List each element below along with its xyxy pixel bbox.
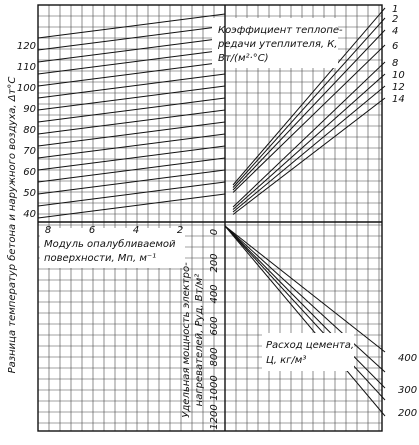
nomogram-line <box>232 44 386 193</box>
axis-label: Коэффициент теплопе- <box>218 25 343 36</box>
tick-label: 100 <box>17 83 36 94</box>
tick-label: 300 <box>398 385 417 396</box>
axis-label: редачи утеплителя, К, <box>217 39 337 50</box>
nomogram-line <box>232 73 386 210</box>
nomogram-line <box>232 17 386 188</box>
axis-label: Удельная мощность электро- <box>181 262 192 418</box>
tick-label: 0 <box>209 229 220 235</box>
nomogram-line <box>224 225 386 401</box>
axis-label: поверхности, Мп, м⁻¹ <box>44 253 156 264</box>
axis-label: Расход цемента, <box>266 340 354 351</box>
axis-label: нагревателей, Руд, Вт/м² <box>194 274 205 407</box>
tick-label: 60 <box>23 167 36 178</box>
frame <box>37 4 383 432</box>
tick-label: 4 <box>392 26 398 37</box>
nomogram-line <box>232 61 386 208</box>
nomogram-lines <box>37 7 386 417</box>
tick-label: 110 <box>17 62 36 73</box>
nomogram-line <box>37 145 226 171</box>
nomogram-line <box>37 37 226 63</box>
tick-label: 8 <box>392 58 398 69</box>
nomogram-line <box>37 97 226 123</box>
tick-label: 8 <box>45 225 51 236</box>
tick-label: 4 <box>133 225 139 236</box>
label-box <box>40 228 185 268</box>
nomogram-line <box>232 7 386 186</box>
tick-label: 2 <box>392 14 398 25</box>
axis-label: Модуль опалубливаемой <box>44 238 176 250</box>
nomogram-line <box>37 169 226 195</box>
axis-title: Разница температур бетона и наружного во… <box>6 77 18 374</box>
label-box <box>262 333 354 371</box>
nomogram-line <box>37 49 226 75</box>
tick-label: 120 <box>17 41 36 52</box>
tick-label: 70 <box>23 146 36 157</box>
tick-label: 1000 <box>209 375 220 400</box>
tick-label: 200 <box>209 253 220 272</box>
tick-label: 6 <box>89 225 95 236</box>
nomogram-line <box>37 133 226 159</box>
nomogram-line <box>37 85 226 111</box>
nomogram-line <box>224 225 386 373</box>
nomogram-line <box>224 225 386 353</box>
tick-label: 50 <box>23 188 36 199</box>
tick-label: 10 <box>392 70 405 81</box>
axis-label: Вт/(м²·°С) <box>218 53 269 64</box>
tick-label: 1 <box>392 4 398 15</box>
nomogram-line <box>37 193 226 219</box>
nomogram-line <box>232 85 386 213</box>
nomogram-line <box>37 121 226 147</box>
nomogram-line <box>232 97 386 215</box>
nomogram-line <box>232 29 386 191</box>
tick-label: 14 <box>392 94 405 105</box>
nomogram-line <box>37 73 226 99</box>
nomogram-line <box>37 157 226 183</box>
tick-label: 600 <box>209 316 220 335</box>
axis-label: Ц, кг/м³ <box>266 355 306 366</box>
tick-label: 400 <box>398 353 417 364</box>
nomogram-line <box>224 225 386 417</box>
tick-label: 2 <box>177 225 183 236</box>
tick-label: 40 <box>23 209 36 220</box>
nomogram-line <box>224 225 386 389</box>
nomogram-line <box>37 109 226 135</box>
tick-label: 1200 <box>209 404 220 429</box>
tick-label: 800 <box>209 347 220 366</box>
nomogram-line <box>37 181 226 207</box>
nomogram-line <box>37 25 226 51</box>
tick-label: 12 <box>392 82 405 93</box>
nomogram-line <box>37 13 226 39</box>
tick-label: 90 <box>23 104 36 115</box>
nomogram-line <box>37 61 226 87</box>
tick-label: 80 <box>23 125 36 136</box>
tick-label: 200 <box>398 408 417 419</box>
label-box <box>212 18 338 68</box>
tick-label: 400 <box>209 284 220 303</box>
tick-label: 6 <box>392 41 398 52</box>
